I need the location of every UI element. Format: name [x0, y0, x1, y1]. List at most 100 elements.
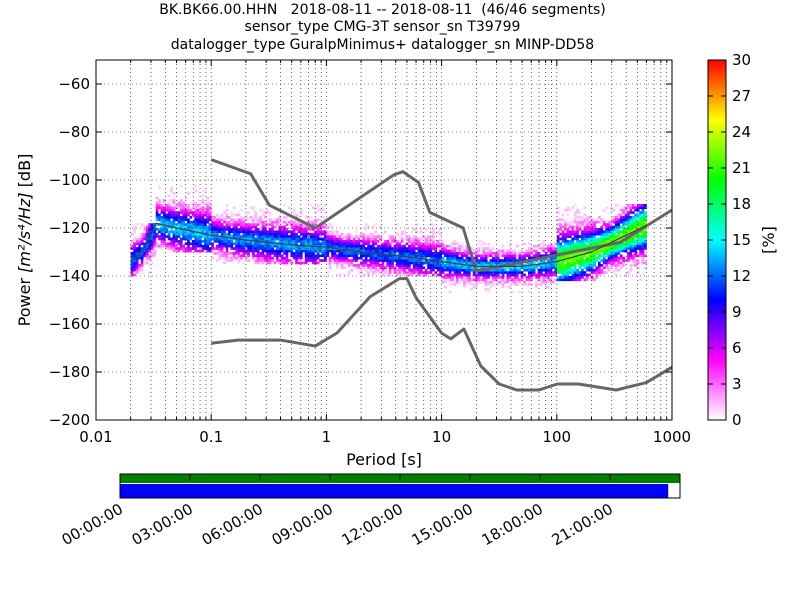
psd-cell — [252, 247, 255, 250]
psd-cell — [482, 254, 486, 258]
psd-cell — [196, 204, 200, 207]
psd-cell — [396, 223, 399, 226]
psd-cell — [629, 240, 633, 243]
psd-cell — [304, 256, 308, 260]
psd-cell — [158, 235, 161, 238]
psd-cell — [564, 278, 567, 282]
psd-cell — [412, 259, 416, 262]
psd-cell — [150, 225, 154, 229]
psd-cell — [225, 259, 229, 262]
psd-cell — [312, 249, 315, 253]
psd-cell — [468, 266, 471, 270]
psd-cell — [496, 252, 500, 255]
psd-cell — [463, 278, 466, 282]
psd-cell — [271, 225, 274, 229]
psd-cell — [160, 242, 164, 246]
psd-cell — [194, 235, 198, 238]
psd-cell — [528, 242, 531, 246]
psd-cell — [140, 240, 144, 243]
psd-cell — [160, 230, 164, 234]
psd-cell — [133, 268, 136, 272]
psd-cell — [206, 249, 210, 253]
psd-cell — [160, 237, 164, 241]
psd-cell — [295, 244, 298, 248]
psd-cell — [280, 228, 284, 231]
psd-cell — [415, 266, 418, 270]
psd-cell — [167, 211, 171, 214]
psd-cell — [415, 223, 418, 226]
psd-cell — [150, 254, 154, 258]
colorbar-tick-label: 21 — [732, 159, 751, 177]
y-axis-label-prefix: Power — [15, 273, 34, 326]
psd-cell — [206, 216, 210, 219]
psd-cell — [415, 242, 418, 246]
psd-cell — [487, 254, 490, 258]
psd-cell — [477, 247, 481, 250]
psd-cell — [187, 211, 190, 214]
psd-cell — [288, 249, 291, 253]
psd-cell — [559, 276, 562, 279]
psd-cell — [223, 252, 226, 255]
psd-cell — [172, 249, 176, 253]
psd-cell — [264, 232, 267, 236]
psd-cell — [410, 273, 414, 277]
psd-cell — [446, 266, 450, 270]
psd-cell — [602, 266, 606, 270]
psd-cell — [573, 216, 577, 219]
psd-cell — [444, 254, 447, 258]
psd-cell — [179, 184, 183, 188]
psd-cell — [396, 259, 399, 262]
psd-cell — [162, 235, 166, 238]
psd-cell — [254, 223, 258, 226]
psd-cell — [576, 228, 579, 231]
psd-cell — [634, 220, 638, 224]
psd-cell — [627, 216, 630, 219]
psd-cell — [561, 244, 565, 248]
psd-cell — [285, 230, 289, 234]
psd-cell — [542, 240, 546, 243]
psd-cell — [155, 211, 159, 214]
psd-cell — [629, 247, 633, 250]
psd-cell — [138, 266, 141, 270]
psd-cell — [379, 252, 382, 255]
psd-cell — [360, 268, 363, 272]
psd-cell — [135, 256, 139, 260]
psd-cell — [564, 242, 567, 246]
psd-cell — [259, 254, 262, 258]
psd-cell — [285, 240, 289, 243]
psd-cell — [576, 240, 579, 243]
psd-cell — [225, 208, 229, 212]
psd-cell — [612, 208, 616, 212]
psd-cell — [264, 225, 267, 229]
psd-cell — [544, 280, 548, 284]
psd-cell — [175, 230, 178, 234]
psd-cell — [364, 247, 368, 250]
psd-cell — [585, 276, 589, 279]
psd-cell — [610, 230, 613, 234]
psd-cell — [223, 220, 226, 224]
psd-cell — [208, 230, 212, 234]
psd-cell — [237, 240, 241, 243]
psd-cell — [314, 237, 318, 241]
psd-cell — [484, 288, 488, 291]
psd-cell — [528, 252, 531, 255]
psd-cell — [203, 230, 207, 234]
psd-cell — [155, 208, 159, 212]
psd-cell — [506, 276, 510, 279]
y-axis-label-suffix: [dB] — [15, 154, 34, 193]
psd-cell — [578, 225, 582, 229]
psd-cell — [472, 285, 476, 289]
psd-cell — [559, 244, 562, 248]
psd-cell — [405, 252, 409, 255]
psd-cell — [468, 276, 471, 279]
psd-cell — [581, 271, 584, 274]
psd-cell — [319, 259, 322, 262]
psd-cell — [324, 232, 327, 236]
psd-cell — [585, 264, 589, 267]
psd-cell — [588, 252, 592, 255]
psd-cell — [506, 254, 510, 258]
colorbar-tick-label: 27 — [732, 87, 751, 105]
psd-cell — [145, 237, 149, 241]
psd-cell — [605, 228, 608, 231]
psd-cell — [175, 228, 178, 231]
